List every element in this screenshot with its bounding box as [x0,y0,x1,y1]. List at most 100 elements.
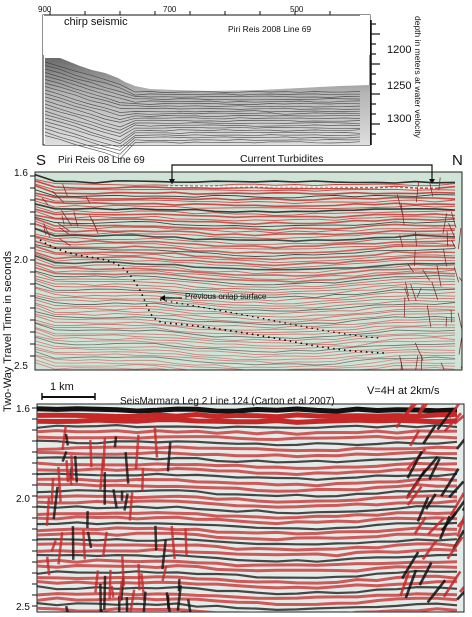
sm-reflector [37,596,458,606]
piri-reflector [35,340,456,356]
chirp-seismic-label: chirp seismic [64,16,128,28]
sm-flank-trace [422,424,437,445]
sm-flank-trace [438,515,451,540]
piri-reflector [35,216,456,228]
sm-reflector [37,574,458,585]
sm-flank-trace [399,570,411,597]
piri-flank-trace [399,234,404,248]
piri-title: Piri Reis 08 Line 69 [58,155,145,166]
chirp-reflector [44,93,361,117]
piri-reflector [35,251,456,267]
sm-flank-trace [436,410,453,431]
piri-reflector [35,307,456,324]
sm-chaotic-trace [70,455,74,481]
sm-chaotic-trace [103,575,107,610]
piri-reflector [35,299,456,315]
sm-chaotic-trace [129,589,136,612]
sm-time-tick-2-5: 2.5 [16,602,30,613]
chirp-reflector [44,96,360,120]
chirp-reflector [44,82,361,108]
piri-left-trace [89,215,98,230]
sm-flank-trace [426,579,447,604]
sm-flank-trace [450,499,464,519]
sm-flank-trace [409,429,421,447]
chirp-top-tick-500: 500 [290,5,304,14]
chirp-title: Piri Reis 2008 Line 69 [228,24,312,34]
sm-reflector [37,614,457,617]
sm-flank-trace [428,458,441,480]
sm-chaotic-trace [176,585,183,611]
piri-reflector [35,205,456,216]
sm-flank-trace [458,584,464,593]
sm-chaotic-trace [153,426,159,458]
chirp-reflector [44,107,361,131]
sm-reflector [37,429,458,436]
sm-flank-trace [440,468,460,497]
sm-flank-trace [463,483,464,485]
piri-reflector [35,362,456,370]
sm-reflector [37,461,458,470]
sm-chaotic-trace [120,555,126,586]
sm-reflector [37,505,458,515]
sm-chaotic-trace [112,489,118,509]
sm-chaotic-trace [113,436,118,448]
sm-flank-trace [413,516,427,535]
piri-flank-trace [440,362,445,370]
piri-flank-trace [400,361,402,370]
sm-chaotic-trace [61,450,68,463]
sm-chaotic-trace [140,573,146,601]
piri-reflector [35,257,456,275]
sm-flank-trace [417,404,429,417]
sm-chaotic-trace [65,460,70,483]
piri-reflector [35,322,455,336]
sm-flank-trace [421,539,438,561]
sm-reflector [37,466,458,477]
sm-chaotic-trace [134,434,140,470]
piri-reflector [35,311,456,326]
piri-reflector [35,255,456,271]
sm-chaotic-trace [45,556,51,576]
piri-reflector [35,244,456,257]
sm-reflector [37,585,458,596]
sm-chaotic-trace [137,563,141,591]
sm-chaotic-trace [94,570,100,593]
sm-chaotic-trace [89,439,93,468]
sm-reflector [37,558,458,568]
piri-reflector [35,233,456,245]
piri-flank-trace [403,297,406,318]
piri-reflector [35,282,456,299]
piri-reflector [35,351,456,366]
sm-chaotic-trace [186,599,192,612]
sm-reflector [37,423,458,429]
chirp-reflector [44,121,361,144]
sm-chaotic-trace [50,539,57,552]
piri-time-tick-2-0: 2.0 [14,255,28,266]
sm-chaotic-trace [123,493,129,511]
sm-chaotic-trace [124,451,130,484]
sm-reflector [37,477,458,488]
piri-reflector [35,183,456,192]
piri-reflector [35,354,456,369]
sm-reflector [37,542,458,552]
piri-flank-trace [404,287,410,302]
sm-chaotic-trace [142,591,147,612]
depth-tick-1300: 1300 [387,113,412,125]
piri-reflector [35,287,456,305]
piri-reflector [35,261,456,277]
sm-chaotic-trace [184,528,188,557]
sm-flank-trace [405,479,420,500]
sm-chaotic-trace [57,531,64,565]
sm-flank-trace [463,513,464,516]
sm-flank-trace [443,412,462,433]
piri-reflector [35,326,455,341]
piri-reflector [35,304,456,321]
piri-time-tick-2-5: 2.5 [14,361,28,372]
chirp-reflector [44,124,361,148]
sm-reflector [37,472,458,481]
piri-reflector [35,192,456,202]
sm-reflector [37,569,458,579]
piri-left-trace [43,226,47,236]
piri-reflector [35,295,456,310]
chirp-reflector [44,117,361,142]
north-label: N [452,152,463,169]
